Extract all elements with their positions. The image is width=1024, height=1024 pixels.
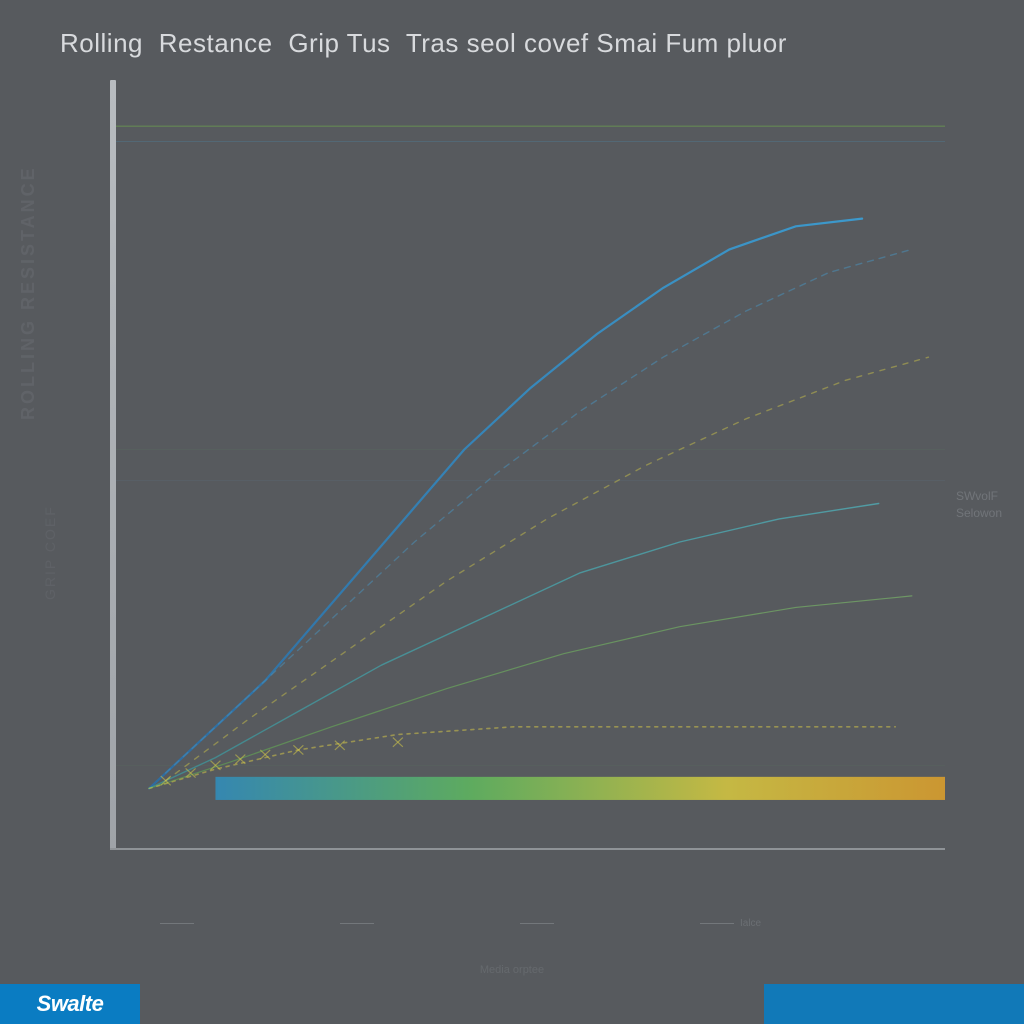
legend-item-2: Selowon xyxy=(956,505,1002,522)
x-marker-4: Ialce xyxy=(700,918,761,929)
footer-bar: Swalte xyxy=(0,984,140,1024)
chart-title: Rolling Restance Grip Tus Tras seol cove… xyxy=(60,28,795,59)
x-axis-label: Media orptee xyxy=(480,964,544,976)
chart-svg xyxy=(116,80,945,850)
x-marker-3 xyxy=(520,923,560,924)
title-word-3: Grip Tus xyxy=(288,28,390,58)
x-axis-markers: Ialce xyxy=(160,918,761,929)
brand-logo: Swalte xyxy=(0,984,140,1024)
legend-right: SWvolF Selowon xyxy=(956,488,1002,522)
x-marker-2 xyxy=(340,923,380,924)
legend-item-1: SWvolF xyxy=(956,488,1002,505)
footer-right xyxy=(764,984,1024,1024)
y-axis-label: ROLLING RESISTANCE xyxy=(18,165,39,420)
title-word-2: Restance xyxy=(159,28,273,58)
y-axis-label-secondary: GRIP COEF xyxy=(42,505,58,600)
x-marker-1 xyxy=(160,923,200,924)
chart-area xyxy=(110,80,945,890)
title-word-4: Tras seol covef Smai Fum pluor xyxy=(406,28,787,58)
title-word-1: Rolling xyxy=(60,28,143,58)
